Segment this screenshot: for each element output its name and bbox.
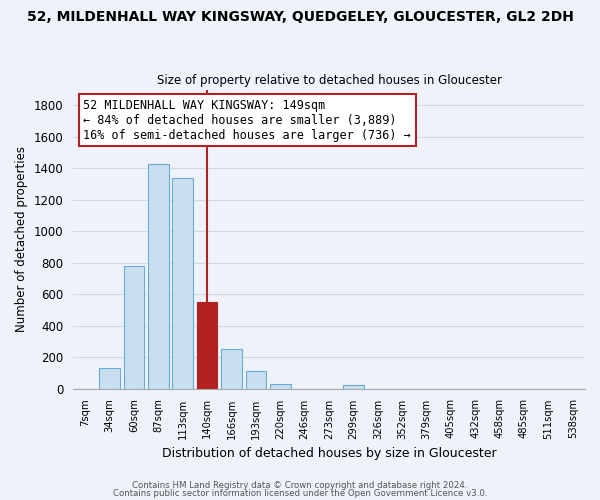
X-axis label: Distribution of detached houses by size in Gloucester: Distribution of detached houses by size … bbox=[162, 447, 496, 460]
Bar bbox=[172, 178, 193, 388]
Text: Contains public sector information licensed under the Open Government Licence v3: Contains public sector information licen… bbox=[113, 488, 487, 498]
Bar bbox=[245, 372, 266, 388]
Bar bbox=[197, 302, 217, 388]
Bar bbox=[343, 386, 364, 388]
Y-axis label: Number of detached properties: Number of detached properties bbox=[15, 146, 28, 332]
Bar bbox=[148, 164, 169, 388]
Bar bbox=[124, 266, 145, 388]
Bar bbox=[221, 349, 242, 389]
Text: 52 MILDENHALL WAY KINGSWAY: 149sqm
← 84% of detached houses are smaller (3,889)
: 52 MILDENHALL WAY KINGSWAY: 149sqm ← 84%… bbox=[83, 98, 411, 142]
Title: Size of property relative to detached houses in Gloucester: Size of property relative to detached ho… bbox=[157, 74, 502, 87]
Bar bbox=[99, 368, 120, 388]
Text: 52, MILDENHALL WAY KINGSWAY, QUEDGELEY, GLOUCESTER, GL2 2DH: 52, MILDENHALL WAY KINGSWAY, QUEDGELEY, … bbox=[26, 10, 574, 24]
Text: Contains HM Land Registry data © Crown copyright and database right 2024.: Contains HM Land Registry data © Crown c… bbox=[132, 481, 468, 490]
Bar bbox=[270, 384, 290, 388]
